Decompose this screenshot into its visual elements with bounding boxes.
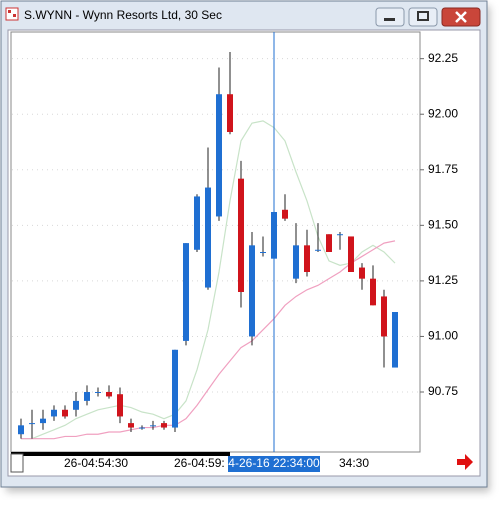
candle-body [348,236,354,272]
candle-body [227,94,233,132]
y-tick-label: 91.50 [428,218,458,232]
candle-body [183,243,189,341]
candle-body [359,267,365,279]
candle-body [326,234,332,252]
plot: 92.25 92.00 91.75 91.50 91.25 91.00 90.75 26-04… [12,32,458,472]
candle-body [117,394,123,417]
candle-body [381,296,387,337]
moving-average-line [21,120,396,440]
moving-average-line [21,240,396,440]
scroll-arrow[interactable] [457,454,473,470]
candle-body [95,392,101,393]
y-tick-label: 91.75 [428,162,458,176]
app-icon-dot [13,14,16,17]
candle-body [315,249,321,251]
minimize-button[interactable] [375,7,405,27]
window-title: S.WYNN - Wynn Resorts Ltd, 30 Sec [24,8,222,22]
candle-body [337,234,343,236]
candle-body [260,252,266,253]
candle-body [172,349,178,428]
candle-body [128,423,134,428]
candle-body [84,392,90,401]
candle-body [150,425,156,427]
crosshair-label-box [228,456,320,472]
plot-area [10,31,421,453]
candle-body [40,418,46,424]
app-icon [5,7,19,21]
candle-body [370,278,376,306]
x-tick-label: 26-04:54:30 [64,456,128,470]
scroll-thumb[interactable] [11,452,230,456]
crosshair-label: 4-26-16 22:34:00 [228,456,320,470]
candle-body [139,427,145,429]
candle-body [62,409,68,417]
candle-body [106,392,112,397]
candle-body [304,245,310,272]
y-tick-label: 92.00 [428,106,458,120]
y-tick-label: 91.25 [428,273,458,287]
candle-body [51,409,57,417]
candle-body [216,94,222,217]
maximize-icon [417,11,429,21]
x-tick-label: 34:30 [339,456,369,470]
candle-body [249,245,255,337]
minimize-icon [384,18,395,21]
candle-body [73,400,79,410]
maximize-button[interactable] [408,7,438,27]
candle-body [282,209,288,219]
candle-body [161,423,167,428]
y-tick-label: 91.00 [428,329,458,343]
scroll-box[interactable] [10,453,24,473]
candle-body [392,312,398,368]
candle-body [293,245,299,279]
y-tick-label: 92.25 [428,51,458,65]
candle-body [238,178,244,292]
app-icon-dot [8,10,11,13]
x-tick-label: 26-04:59: [174,456,225,470]
candle-body [18,425,24,435]
candle-body [29,423,35,425]
y-tick-label: 90.75 [428,384,458,398]
close-icon [455,11,467,23]
candle-body [205,187,211,288]
candle-body [194,196,200,250]
